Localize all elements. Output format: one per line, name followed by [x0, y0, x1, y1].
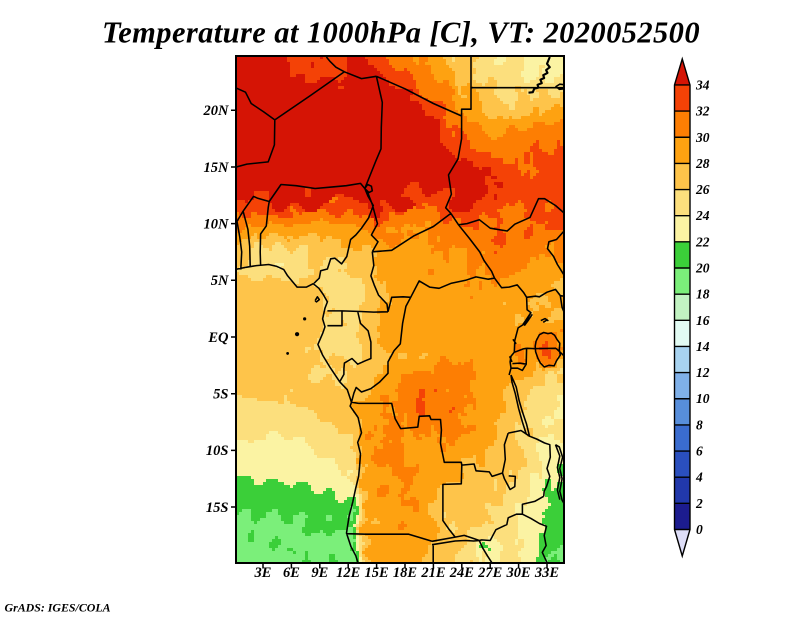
svg-text:10S: 10S: [206, 443, 229, 459]
svg-text:18E: 18E: [393, 565, 418, 581]
svg-text:15N: 15N: [204, 160, 230, 176]
svg-text:21E: 21E: [420, 565, 446, 581]
svg-text:5N: 5N: [211, 273, 229, 289]
svg-text:5S: 5S: [213, 387, 228, 403]
svg-text:2: 2: [695, 496, 703, 511]
svg-text:22: 22: [695, 234, 710, 249]
svg-text:14: 14: [696, 339, 710, 354]
svg-text:24E: 24E: [449, 565, 475, 581]
svg-text:28: 28: [695, 156, 710, 171]
svg-text:12E: 12E: [336, 565, 361, 581]
svg-text:6: 6: [696, 444, 703, 459]
svg-text:3E: 3E: [254, 565, 272, 581]
svg-text:12: 12: [696, 365, 710, 380]
svg-text:0: 0: [696, 522, 703, 537]
svg-text:30E: 30E: [506, 565, 532, 581]
svg-text:10N: 10N: [204, 216, 230, 232]
svg-text:6E: 6E: [283, 565, 300, 581]
svg-text:15S: 15S: [206, 500, 229, 516]
svg-text:16: 16: [696, 313, 710, 328]
svg-text:Temperature at 1000hPa [C],: Temperature at 1000hPa [C], VT: 20200525…: [102, 16, 700, 50]
svg-text:20: 20: [695, 261, 710, 276]
svg-text:24: 24: [695, 208, 710, 223]
svg-text:27E: 27E: [477, 565, 503, 581]
svg-text:8: 8: [696, 417, 703, 432]
svg-text:18: 18: [696, 287, 710, 302]
svg-text:GrADS: IGES/COLA: GrADS: IGES/COLA: [5, 601, 111, 615]
svg-text:20N: 20N: [203, 103, 230, 119]
svg-text:9E: 9E: [311, 565, 328, 581]
svg-text:10: 10: [696, 391, 710, 406]
svg-text:EQ: EQ: [207, 330, 229, 346]
svg-text:4: 4: [695, 470, 703, 485]
svg-text:34: 34: [695, 78, 710, 93]
svg-text:30: 30: [695, 130, 710, 145]
svg-text:26: 26: [695, 182, 710, 197]
svg-text:32: 32: [695, 104, 710, 119]
svg-text:33E: 33E: [534, 565, 560, 581]
svg-text:15E: 15E: [365, 565, 390, 581]
